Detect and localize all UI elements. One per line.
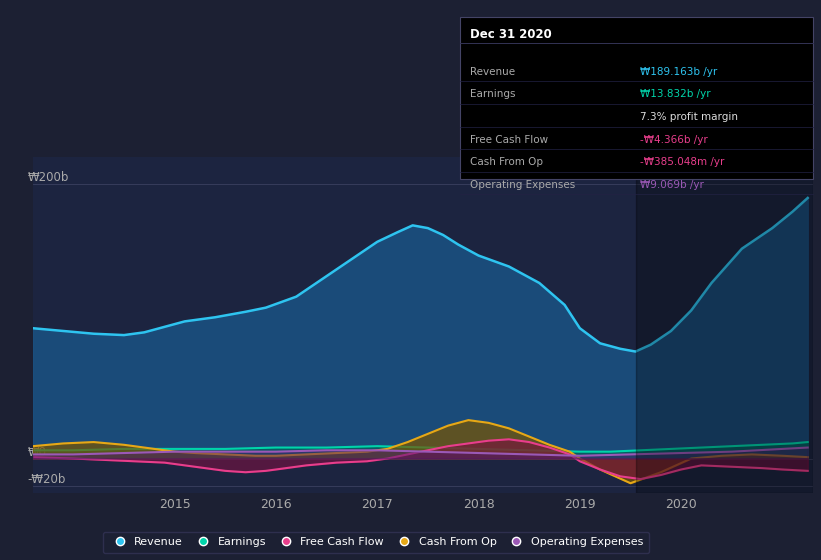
Text: -₩20b: -₩20b: [28, 473, 67, 486]
Bar: [635, 157, 813, 493]
Text: ₩189.163b /yr: ₩189.163b /yr: [640, 67, 718, 77]
Text: Cash From Op: Cash From Op: [470, 157, 543, 167]
Text: 7.3% profit margin: 7.3% profit margin: [640, 112, 738, 122]
Text: Operating Expenses: Operating Expenses: [470, 180, 575, 190]
Text: Revenue: Revenue: [470, 67, 515, 77]
Text: ₩9.069b /yr: ₩9.069b /yr: [640, 180, 704, 190]
Text: Dec 31 2020: Dec 31 2020: [470, 28, 552, 41]
Legend: Revenue, Earnings, Free Cash Flow, Cash From Op, Operating Expenses: Revenue, Earnings, Free Cash Flow, Cash …: [103, 531, 649, 553]
Text: -₩4.366b /yr: -₩4.366b /yr: [640, 134, 709, 144]
Text: ₩200b: ₩200b: [28, 171, 69, 184]
Text: ₩13.832b /yr: ₩13.832b /yr: [640, 90, 711, 100]
Text: Free Cash Flow: Free Cash Flow: [470, 134, 548, 144]
Text: Earnings: Earnings: [470, 90, 515, 100]
Text: ₩0: ₩0: [28, 446, 47, 459]
Text: -₩385.048m /yr: -₩385.048m /yr: [640, 157, 725, 167]
